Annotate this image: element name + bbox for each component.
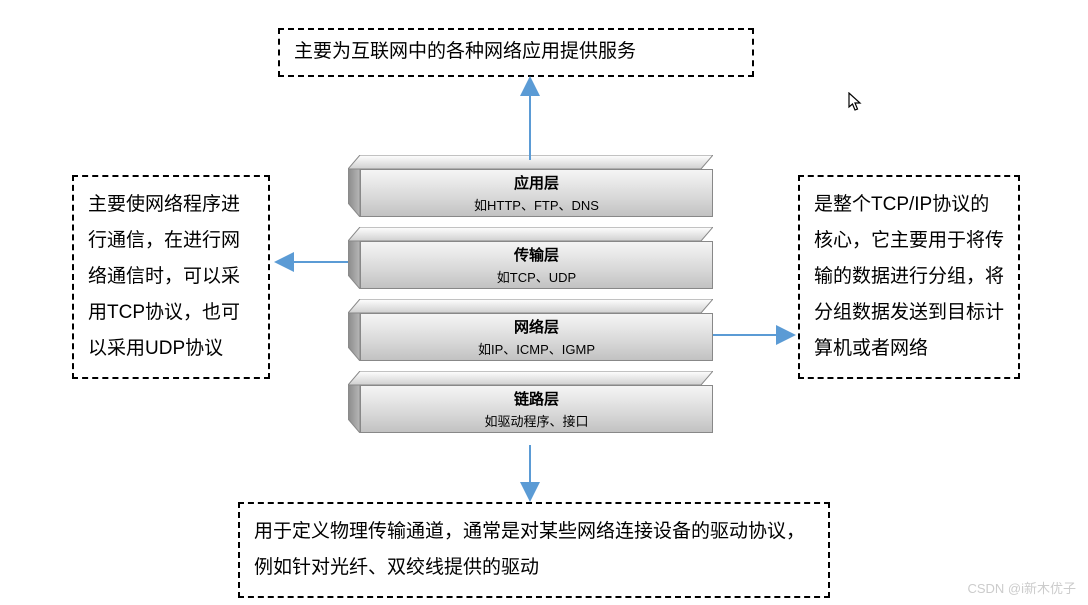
layer-application: 应用层 如HTTP、FTP、DNS: [348, 155, 713, 217]
layer-side-face: [348, 169, 360, 217]
annotation-left: 主要使网络程序进行通信，在进行网络通信时，可以采用TCP协议，也可以采用UDP协…: [72, 175, 270, 379]
layer-title: 链路层: [514, 388, 559, 409]
layer-title: 网络层: [514, 316, 559, 337]
layer-side-face: [348, 241, 360, 289]
layer-transport: 传输层 如TCP、UDP: [348, 227, 713, 289]
layer-subtitle: 如TCP、UDP: [497, 267, 576, 286]
annotation-right: 是整个TCP/IP协议的核心，它主要用于将传输的数据进行分组，将分组数据发送到目…: [798, 175, 1020, 379]
annotation-text: 主要为互联网中的各种网络应用提供服务: [294, 40, 738, 65]
annotation-text: 是整个TCP/IP协议的核心，它主要用于将传输的数据进行分组，将分组数据发送到目…: [814, 187, 1004, 367]
layer-subtitle: 如HTTP、FTP、DNS: [474, 195, 599, 214]
cursor-icon: [848, 92, 864, 112]
layer-title: 应用层: [514, 172, 559, 193]
annotation-text: 主要使网络程序进行通信，在进行网络通信时，可以采用TCP协议，也可以采用UDP协…: [88, 187, 254, 367]
layer-subtitle: 如驱动程序、接口: [484, 411, 588, 430]
layer-front-face: 应用层 如HTTP、FTP、DNS: [360, 169, 713, 217]
annotation-text: 用于定义物理传输通道，通常是对某些网络连接设备的驱动协议，例如针对光纤、双绞线提…: [254, 514, 814, 586]
layer-title: 传输层: [514, 244, 559, 265]
layer-link: 链路层 如驱动程序、接口: [348, 371, 713, 433]
layer-top-face: [348, 227, 713, 241]
layer-top-face: [348, 155, 713, 169]
layer-stack: 应用层 如HTTP、FTP、DNS 传输层 如TCP、UDP 网络层 如IP、I…: [348, 155, 713, 443]
layer-front-face: 网络层 如IP、ICMP、IGMP: [360, 313, 713, 361]
layer-network: 网络层 如IP、ICMP、IGMP: [348, 299, 713, 361]
layer-front-face: 链路层 如驱动程序、接口: [360, 385, 713, 433]
annotation-top: 主要为互联网中的各种网络应用提供服务: [278, 28, 754, 77]
annotation-bottom: 用于定义物理传输通道，通常是对某些网络连接设备的驱动协议，例如针对光纤、双绞线提…: [238, 502, 830, 598]
layer-top-face: [348, 371, 713, 385]
watermark: CSDN @i新木优子: [967, 578, 1076, 597]
layer-side-face: [348, 313, 360, 361]
layer-subtitle: 如IP、ICMP、IGMP: [478, 339, 595, 358]
layer-front-face: 传输层 如TCP、UDP: [360, 241, 713, 289]
layer-top-face: [348, 299, 713, 313]
layer-side-face: [348, 385, 360, 433]
